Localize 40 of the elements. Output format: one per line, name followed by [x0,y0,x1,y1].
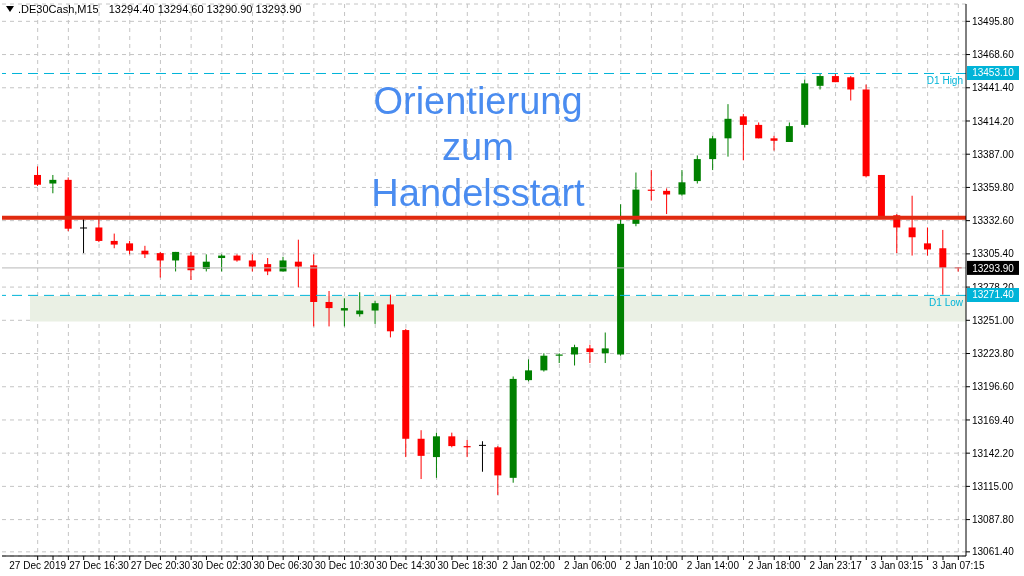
y-tick-label: 13414.20 [972,115,1015,127]
chart-title: .DE30Cash,M15 [18,3,99,15]
annotation: Orientierung zum Handelsstart [370,79,586,216]
x-tick-label: 2 Jan 18:00 [748,560,801,572]
x-tick-label: 30 Dec 14:30 [376,560,437,572]
x-tick-label: 2 Jan 06:00 [563,560,617,572]
text: 13271.40 [967,288,1019,303]
x-tick-label: 30 Dec 06:30 [253,560,314,572]
x-tick-label: 30 Dec 02:30 [192,560,252,572]
y-tick-label: 13115.00 [972,480,1014,492]
y-tick-label: 13223.80 [972,348,1015,360]
y-tick-label: 13468.60 [972,49,1015,61]
x-tick-label: 30 Dec 10:30 [314,560,375,572]
y-tick-label: 13142.20 [972,447,1015,459]
x-tick-label: 30 Dec 18:30 [437,560,498,572]
y-tick-label: 13332.60 [972,215,1015,227]
y-tick-label: 13359.80 [972,181,1015,193]
y-tick-label: 13495.80 [972,15,1015,27]
y-tick-label: 13251.00 [972,314,1015,326]
x-tick-label: 2 Jan 23:17 [809,560,863,572]
y-tick-label: 13387.00 [972,148,1015,160]
ref-line-label: 13293.90 [972,262,1015,274]
y-tick-label: 13169.40 [972,414,1015,426]
ref-line-label: D1 Low [929,297,964,309]
y-tick-label: 13196.60 [972,381,1015,393]
x-tick-label: 27 Dec 16:30 [69,560,130,572]
x-tick-label: 2 Jan 14:00 [686,560,740,572]
y-tick-label: 13441.40 [972,82,1015,94]
x-tick-label: 3 Jan 03:15 [870,560,924,572]
x-tick-label: 27 Dec 2019 [9,560,67,572]
x-tick-label: 27 Dec 20:30 [130,560,191,572]
ref-line-label: D1 High [926,75,963,87]
x-tick-label: 3 Jan 07:15 [932,560,985,572]
y-tick-label: 13061.40 [972,546,1015,558]
y-tick-label: 13305.40 [972,248,1015,260]
x-tick-label: 2 Jan 02:00 [502,560,556,572]
y-tick-label: 13087.80 [972,514,1015,526]
x-tick-label: 2 Jan 10:00 [625,560,679,572]
text: 13453.10 [967,66,1019,81]
chart-subtitle: 13294.40 13294.60 13290.90 13293.90 [108,3,302,15]
